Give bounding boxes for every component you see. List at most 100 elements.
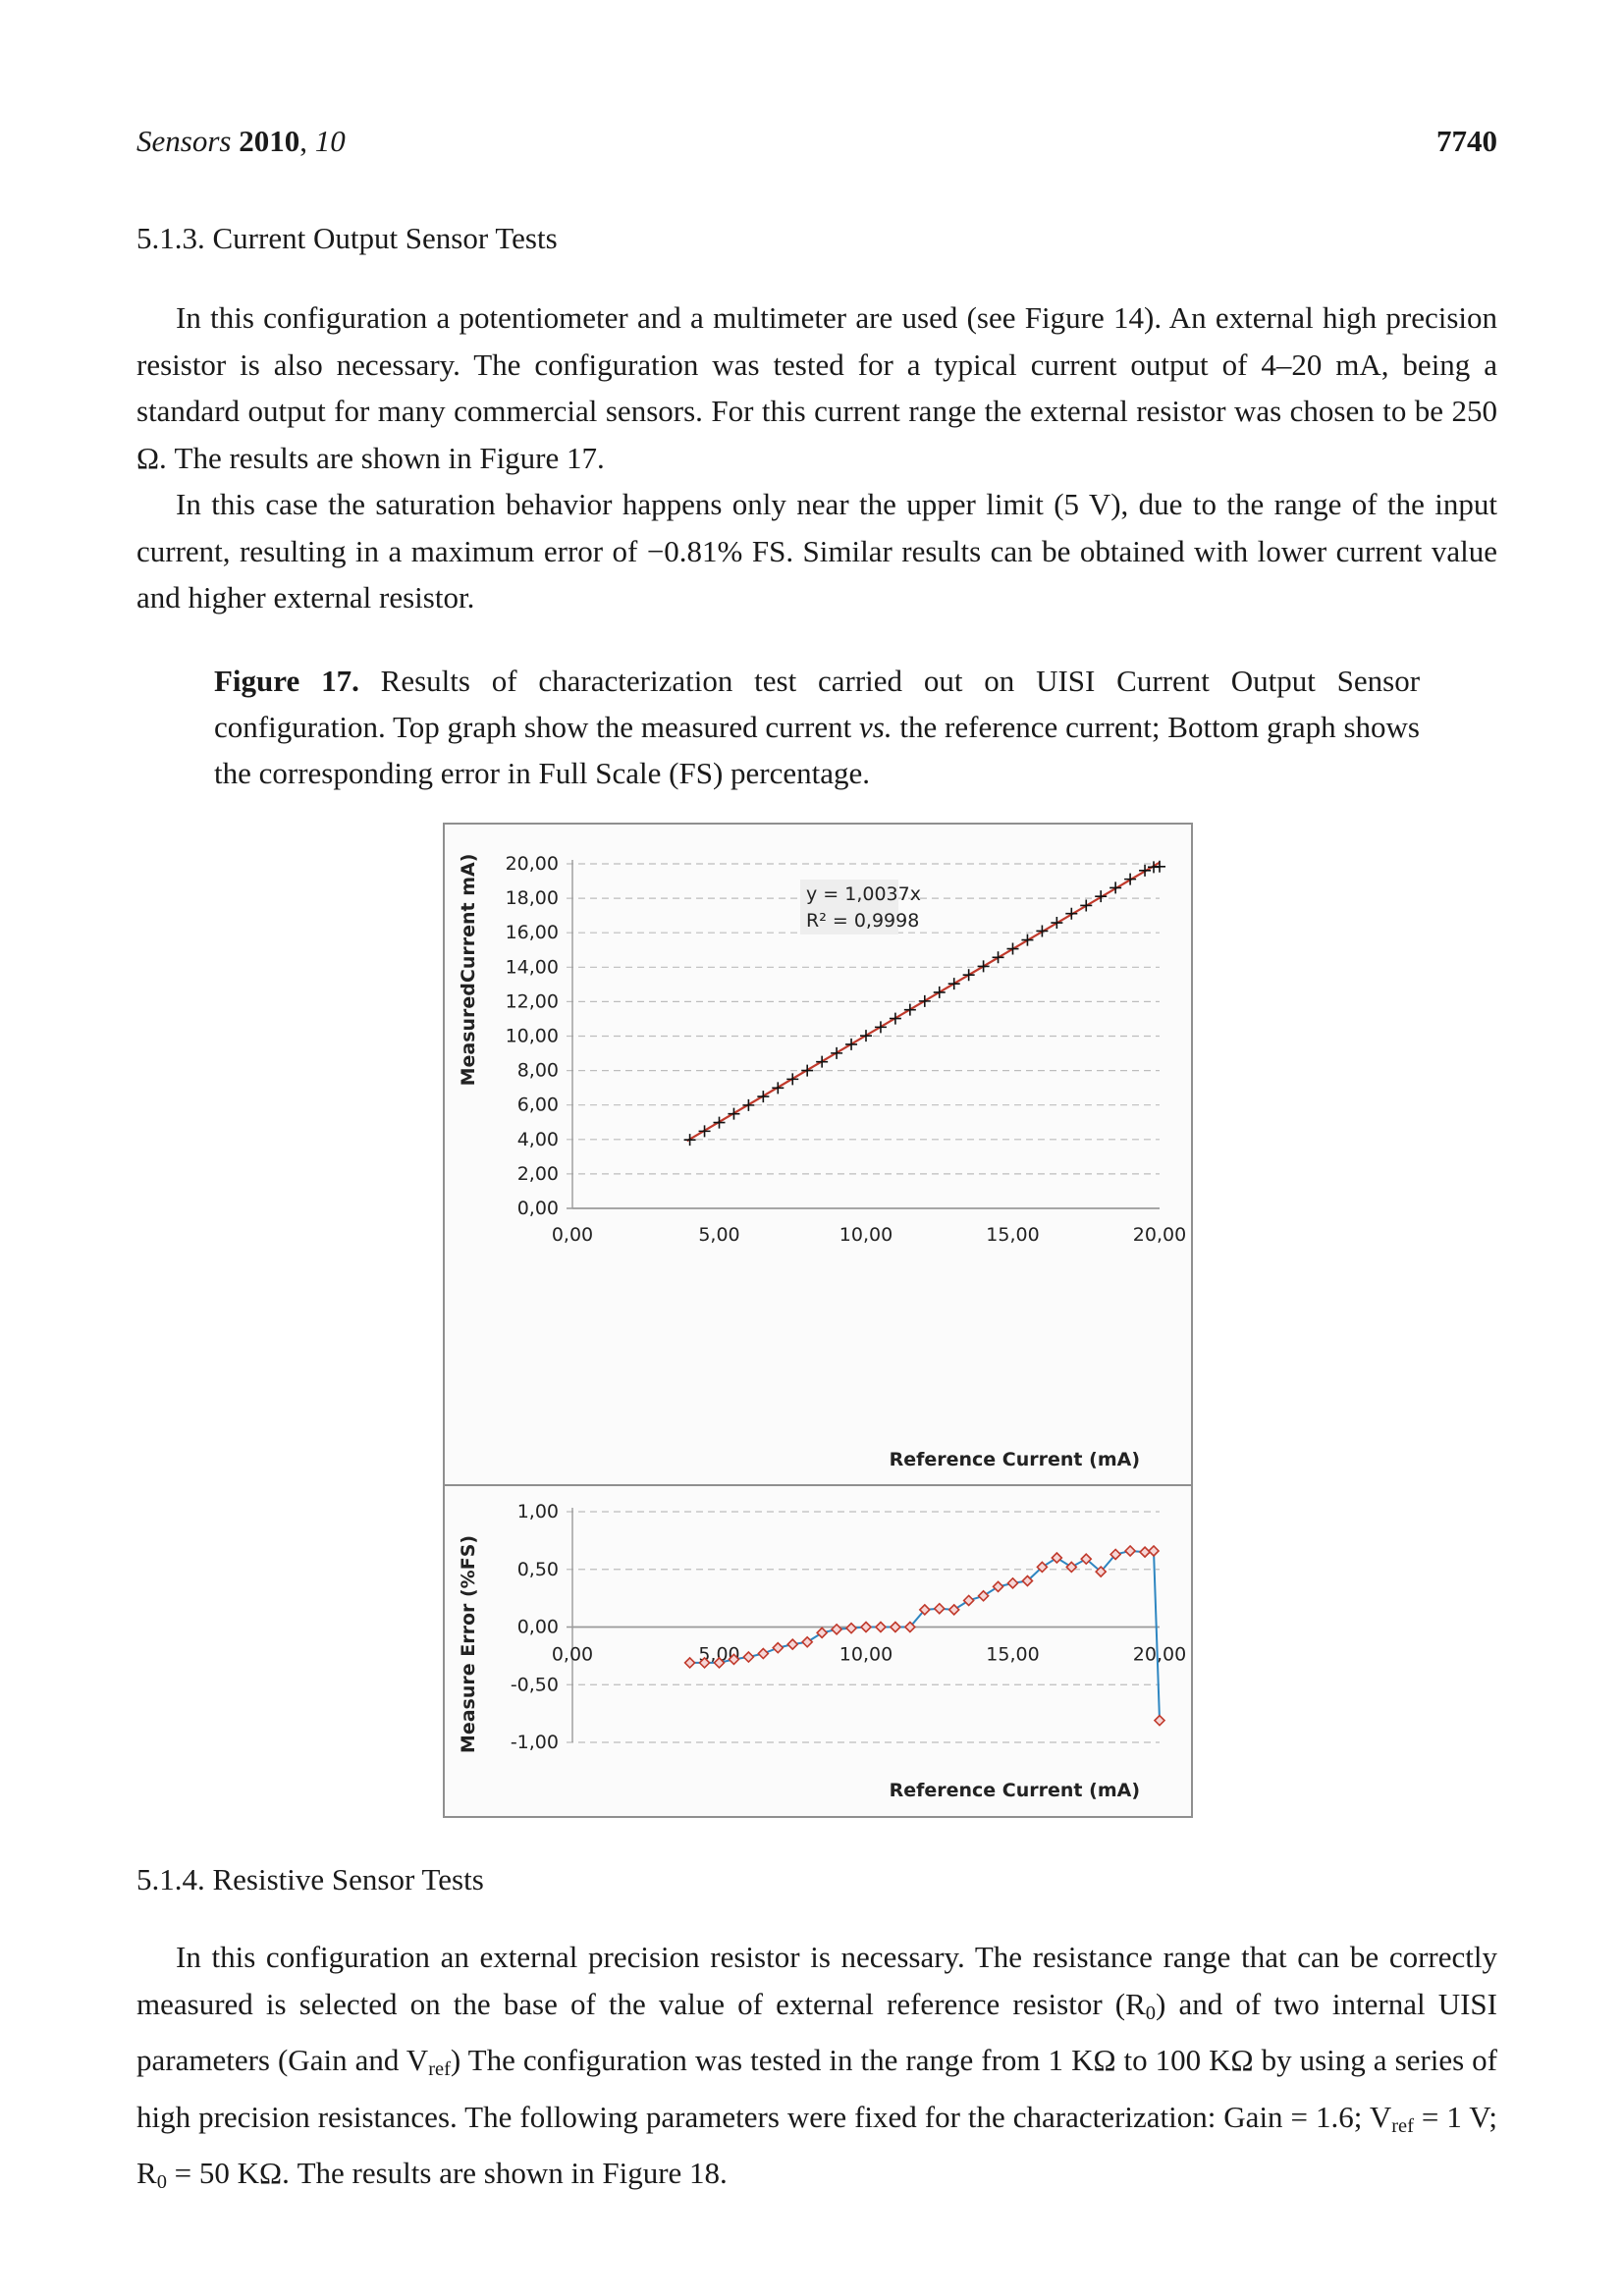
data-point xyxy=(1036,925,1049,937)
data-point xyxy=(918,994,931,1007)
x-tick-label: 15,00 xyxy=(986,1644,1039,1666)
data-point xyxy=(1095,1565,1108,1578)
subscript: 0 xyxy=(156,2171,167,2194)
caption-text: the reference current; Bottom graph show… xyxy=(214,710,1420,790)
y-tick-label: 6,00 xyxy=(517,1095,559,1116)
data-point xyxy=(757,1647,770,1660)
caption-text: Results of characterization test carried… xyxy=(214,664,1421,744)
caption-vs: vs. xyxy=(859,710,893,744)
y-tick-label: 0,00 xyxy=(517,1198,559,1219)
data-point xyxy=(786,1637,799,1651)
paragraph: In this case the saturation behavior hap… xyxy=(136,487,1497,614)
data-point xyxy=(698,1125,711,1138)
data-point xyxy=(1109,1548,1122,1561)
data-point xyxy=(947,978,960,990)
data-point xyxy=(1080,899,1093,912)
data-point xyxy=(874,1021,887,1034)
data-point xyxy=(830,1623,843,1635)
x-tick-label: 20,00 xyxy=(1133,1644,1186,1666)
data-point xyxy=(757,1091,770,1103)
x-tick-label: 0,00 xyxy=(552,1644,593,1666)
data-point xyxy=(1123,1544,1137,1558)
subscript: ref xyxy=(1391,2114,1414,2137)
x-tick-label: 5,00 xyxy=(698,1224,739,1246)
data-point xyxy=(1065,1561,1078,1574)
data-point xyxy=(1065,907,1078,920)
text-run: ) The configuration was tested in the ra… xyxy=(136,2043,1497,2134)
journal-name: Sensors xyxy=(136,124,232,158)
y-tick-label: -1,00 xyxy=(511,1732,559,1753)
data-point xyxy=(801,1064,814,1077)
data-point xyxy=(786,1073,799,1086)
subscript: 0 xyxy=(1145,2002,1157,2024)
y-tick-label: 20,00 xyxy=(506,853,559,875)
data-point xyxy=(728,1653,740,1666)
data-point xyxy=(683,1656,696,1670)
data-point xyxy=(1036,1561,1049,1574)
trendline-equation: y = 1,0037x xyxy=(806,883,921,905)
trendline-r-squared: R² = 0,9998 xyxy=(806,910,919,932)
data-point xyxy=(1139,864,1152,877)
data-point xyxy=(874,1621,888,1633)
text-run: = 1 V; R xyxy=(136,2099,1497,2191)
figure-caption: Figure 17. Results of characterization t… xyxy=(214,658,1420,796)
data-point xyxy=(1124,873,1137,885)
data-point xyxy=(933,986,946,998)
y-tick-label: 2,00 xyxy=(517,1163,559,1185)
y-tick-label: 18,00 xyxy=(506,887,559,909)
top-y-axis-label: MeasuredCurrent mA) xyxy=(458,854,479,1087)
data-point xyxy=(772,1082,784,1095)
section-title-514: 5.1.4. Resistive Sensor Tests xyxy=(136,1862,484,1896)
data-point xyxy=(1021,1575,1034,1587)
section-title-513: 5.1.3. Current Output Sensor Tests xyxy=(136,221,558,255)
data-point xyxy=(977,960,990,973)
data-point xyxy=(859,1621,873,1633)
data-point xyxy=(1109,881,1122,894)
journal-volume: 10 xyxy=(314,124,346,158)
data-point xyxy=(1006,1576,1019,1589)
y-tick-label: 12,00 xyxy=(506,990,559,1012)
data-point xyxy=(992,951,1004,964)
y-tick-label: 0,50 xyxy=(517,1559,559,1580)
x-tick-label: 20,00 xyxy=(1133,1224,1186,1246)
running-header: Sensors 2010, 10 xyxy=(136,124,346,158)
text-run: ) and of two internal UISI parameters (G… xyxy=(136,1986,1497,2078)
data-point xyxy=(713,1116,726,1129)
paragraph: In this configuration an external precis… xyxy=(136,1934,1497,2207)
data-point xyxy=(1006,942,1019,955)
y-tick-label: -0,50 xyxy=(511,1674,559,1695)
data-point xyxy=(683,1134,696,1147)
data-point xyxy=(977,1589,990,1602)
journal-year: 2010 xyxy=(239,124,300,158)
bottom-y-axis-label: Measure Error (%FS) xyxy=(458,1535,479,1753)
figure-17: 0,00 2,00 4,00 6,00 8,00 10,00 12,00 14,00 16,00… xyxy=(443,823,1193,1818)
data-point xyxy=(947,1603,960,1617)
y-tick-label: 1,00 xyxy=(517,1501,559,1522)
data-point xyxy=(889,1012,901,1025)
y-tick-label: 8,00 xyxy=(517,1060,559,1082)
data-point xyxy=(1153,1714,1166,1727)
y-tick-label: 4,00 xyxy=(517,1129,559,1150)
page-number: 7740 xyxy=(1436,124,1497,158)
data-point xyxy=(1080,1553,1093,1566)
trendline-equation-box xyxy=(800,880,898,934)
data-point xyxy=(933,1602,946,1615)
data-point xyxy=(918,1603,931,1617)
data-point xyxy=(844,1622,858,1634)
data-point xyxy=(816,1055,829,1068)
subscript: ref xyxy=(428,2058,451,2081)
data-point xyxy=(1095,890,1108,903)
figure-label: Figure 17. xyxy=(214,664,359,698)
paragraph: In this configuration a potentiometer an… xyxy=(136,300,1497,475)
data-point xyxy=(1051,917,1063,930)
x-tick-label: 0,00 xyxy=(552,1224,593,1246)
section-514-body: In this configuration an external precis… xyxy=(136,1934,1497,2207)
data-point xyxy=(889,1621,902,1633)
y-tick-label: 0,00 xyxy=(517,1617,559,1638)
series-line xyxy=(689,1549,1161,1721)
panel-divider xyxy=(445,1484,1191,1486)
y-tick-label: 14,00 xyxy=(506,956,559,978)
data-point xyxy=(742,1098,755,1111)
data-point xyxy=(816,1627,829,1639)
data-point xyxy=(1147,1544,1161,1558)
